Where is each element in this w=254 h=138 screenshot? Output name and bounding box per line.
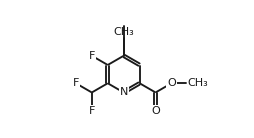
Text: F: F (89, 51, 95, 61)
Text: F: F (73, 78, 79, 88)
Text: O: O (151, 106, 160, 116)
Text: CH₃: CH₃ (187, 78, 208, 88)
Text: O: O (167, 78, 176, 88)
Text: F: F (89, 106, 95, 116)
Text: N: N (119, 87, 128, 97)
Text: CH₃: CH₃ (113, 27, 134, 37)
